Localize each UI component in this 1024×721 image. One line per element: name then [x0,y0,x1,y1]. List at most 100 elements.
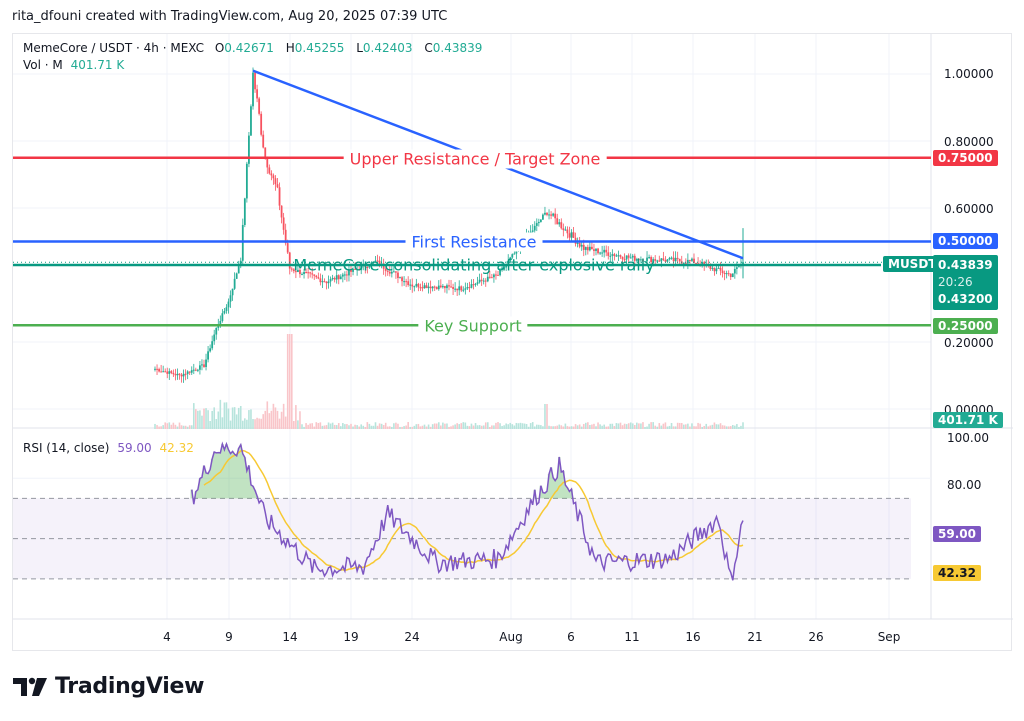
volume-bar [670,423,673,429]
volume-bar [231,407,234,429]
candle-body [350,269,352,272]
volume-bar [272,403,275,429]
volume-bar [425,426,428,429]
candle-body [239,260,242,267]
time-axis-label: 4 [163,630,171,644]
volume-bar [327,422,330,429]
rsi-band-background [13,498,911,579]
volume-bar [458,424,461,429]
candle-body [564,229,567,231]
candle-body [392,271,395,273]
volume-bar [731,425,734,429]
bar-countdown: 20:26 [938,275,973,289]
chart-canvas[interactable] [13,34,1013,652]
candle-body [654,259,657,261]
volume-bar [399,426,401,429]
candle-body [348,269,350,276]
volume-bar [576,425,579,429]
volume-bar [695,426,697,429]
volume-bar [174,424,177,429]
volume-bar [619,422,622,429]
volume-bar [515,422,518,429]
volume-bar [656,426,659,429]
volume-bar [270,410,273,429]
candle-body [646,257,648,262]
candle-body [601,252,604,254]
candle-body [311,273,314,275]
volume-bar [266,401,269,429]
volume-bar [560,425,563,429]
volume-bar [611,423,614,429]
candle-body [725,273,728,275]
candle-body [735,267,738,269]
rsi-ma-value: 42.32 [159,441,194,455]
volume-bar [652,422,654,429]
volume-bar [207,410,209,429]
candle-body [703,262,706,265]
consolidation-annotation[interactable]: MemeCore consolidating after explosive r… [293,255,655,275]
volume-bar [321,425,324,429]
volume-bar [413,425,416,429]
volume-bar [221,417,224,429]
candle-body [343,274,346,276]
volume-bar [182,425,185,429]
volume-bar [582,423,585,429]
key-support-annotation[interactable]: Key Support [418,316,528,336]
candle-body [503,267,506,269]
volume-bar [715,424,718,429]
volume-bar [668,425,671,429]
candle-body [535,223,538,226]
symbol-title: MemeCore / USDT · 4h · MEXC [23,41,205,55]
candle-body [209,348,212,352]
volume-bar [529,423,532,429]
volume-bar [319,422,322,429]
candle-body [476,282,479,284]
candle-body [292,269,295,272]
volume-bar [644,426,646,429]
rsi-label: RSI (14, close) [23,441,110,455]
time-axis-label: 6 [567,630,575,644]
volume-bar [491,425,493,429]
volume-bar [548,425,550,429]
candle-body [544,212,546,215]
volume-bar [358,426,360,429]
candle-body [717,267,720,269]
upper-resistance-annotation[interactable]: Upper Resistance / Target Zone [343,149,607,169]
first-resistance-annotation[interactable]: First Resistance [405,232,543,252]
candle-body [486,276,489,282]
candle-body [623,259,626,261]
candle-body [388,271,391,274]
candle-body [595,248,597,251]
volume-bar [646,426,648,429]
volume-bar [391,426,393,429]
candle-body [456,288,459,291]
candle-body [588,246,591,251]
volume-bar [633,425,636,429]
volume-bar [397,423,399,429]
volume-bar [501,425,503,429]
volume-bar [229,420,232,429]
volume-bar [444,423,446,429]
rsi-value: 59.00 [117,441,152,455]
candle-body [650,257,653,263]
candle-body [231,288,234,296]
volume-bar [374,422,377,429]
candle-body [437,285,440,290]
volume-bar [664,422,667,429]
candle-body [190,370,193,373]
volume-bar [658,423,661,429]
open-value: 0.42671 [224,41,274,55]
candle-body [205,359,207,367]
candle-body [403,281,405,283]
candle-body [729,273,732,278]
volume-bar [621,425,624,429]
volume-bar [697,422,699,429]
volume-bar [676,422,679,429]
volume-bar [705,423,708,429]
volume-bar [623,423,626,429]
volume-bar [591,424,593,429]
candle-body [405,281,408,283]
candle-body [346,274,348,276]
open-label: O [214,41,225,55]
rsi-overbought-fill [190,444,573,499]
